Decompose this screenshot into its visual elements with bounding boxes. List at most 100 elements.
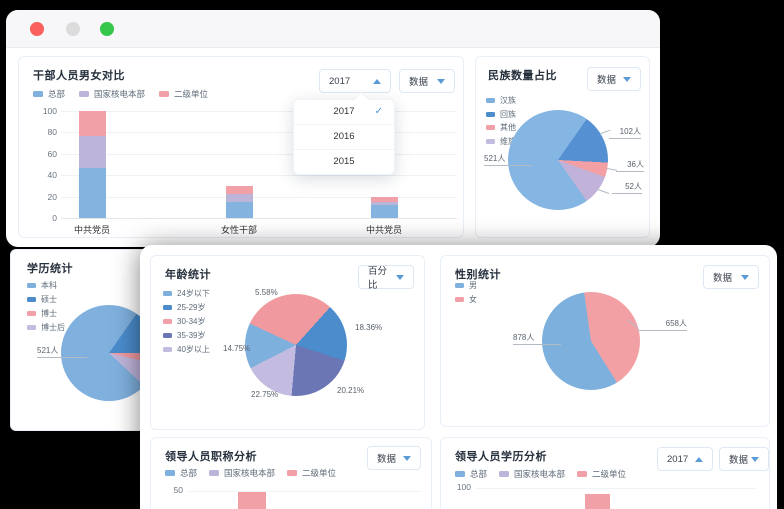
data-select-value: 数据 <box>713 273 733 284</box>
legend-swatch <box>163 333 172 338</box>
bar-legend: 总部 国家核电本部 二级单位 <box>455 468 626 480</box>
bar-legend: 总部 国家核电本部 二级单位 <box>165 467 336 479</box>
legend-item[interactable]: 国家核电本部 <box>79 88 145 100</box>
card-age: 年龄统计 百分比 24岁以下 25-29岁 30-34岁 35-39岁 40岁以… <box>150 255 425 430</box>
x-category: 中共党员 <box>73 225 110 235</box>
legend-item[interactable]: 总部 <box>455 468 487 480</box>
pie-value-label: 658人 <box>637 318 687 331</box>
data-select[interactable]: 数据 <box>367 446 421 470</box>
legend-item[interactable]: 博士 <box>27 308 65 319</box>
legend-swatch <box>486 98 495 103</box>
pie-legend: 24岁以下 25-29岁 30-34岁 35-39岁 40岁以上 <box>163 288 210 355</box>
legend-item[interactable]: 汉族 <box>486 95 516 106</box>
data-select[interactable]: 数据 <box>719 447 769 471</box>
legend-swatch <box>27 297 36 302</box>
year-select[interactable]: 2017 <box>319 69 391 93</box>
y-tick: 100 <box>456 482 471 492</box>
pie-value-label: 36人 <box>616 159 644 172</box>
legend-swatch <box>455 297 464 302</box>
data-select-value: 数据 <box>729 455 749 466</box>
legend-item[interactable]: 25-29岁 <box>163 302 210 313</box>
legend-swatch <box>163 347 172 352</box>
pie-value-label: 5.58% <box>255 288 278 297</box>
card-title: 民族数量占比 <box>488 70 557 82</box>
pie-value-label: 14.75% <box>223 344 251 353</box>
legend-item[interactable]: 博士后 <box>27 322 65 333</box>
legend-item[interactable]: 24岁以下 <box>163 288 210 299</box>
chevron-up-icon <box>373 78 381 84</box>
legend-item[interactable]: 总部 <box>33 88 65 100</box>
legend-swatch <box>27 325 36 330</box>
y-tick: 20 <box>47 192 57 202</box>
stacked-bar <box>79 111 106 218</box>
pie-legend: 汉族 回族 其他 维族 <box>486 95 516 147</box>
legend-item[interactable]: 硕士 <box>27 294 65 305</box>
card-title: 领导人员学历分析 <box>455 451 547 463</box>
dropdown-option-2016[interactable]: 2016 <box>294 124 394 149</box>
legend-item[interactable]: 男 <box>455 280 477 291</box>
y-tick: 60 <box>47 149 57 159</box>
window-titlebar <box>6 10 660 48</box>
pie-legend: 男 女 <box>455 280 477 305</box>
card-title: 领导人员职称分析 <box>165 451 257 463</box>
chevron-down-icon <box>396 274 404 280</box>
legend-item[interactable]: 30-34岁 <box>163 316 210 327</box>
bar-legend: 总部 国家核电本部 二级单位 <box>33 88 208 100</box>
card-title: 年龄统计 <box>165 269 211 281</box>
legend-swatch <box>163 291 172 296</box>
data-select-value: 数据 <box>377 454 397 465</box>
bar-segment <box>585 494 610 509</box>
legend-item[interactable]: 40岁以上 <box>163 344 210 355</box>
legend-swatch <box>287 470 298 476</box>
chevron-down-icon <box>437 78 445 84</box>
legend-item[interactable]: 国家核电本部 <box>209 467 275 479</box>
year-select[interactable]: 2017 <box>657 447 713 471</box>
minimize-window-icon[interactable] <box>66 22 80 36</box>
pie-value-label: 521人 <box>484 153 532 166</box>
unit-select-value: 百分比 <box>368 266 388 291</box>
pie-value-label: 52人 <box>612 181 642 194</box>
legend-item[interactable]: 二级单位 <box>577 468 626 480</box>
legend-swatch <box>33 91 43 97</box>
check-icon: ✓ <box>374 106 383 117</box>
legend-swatch <box>165 470 175 476</box>
data-select[interactable]: 数据 <box>703 265 759 289</box>
legend-item[interactable]: 国家核电本部 <box>499 468 565 480</box>
legend-swatch <box>163 319 172 324</box>
legend-item[interactable]: 维族 <box>486 136 516 147</box>
legend-swatch <box>455 471 465 477</box>
gender-pie-chart <box>542 292 640 390</box>
chevron-down-icon <box>403 455 411 461</box>
stacked-bar <box>226 185 253 218</box>
dropdown-option-2017[interactable]: 2017 ✓ <box>294 100 394 124</box>
bar-segment <box>238 492 266 509</box>
unit-select[interactable]: 百分比 <box>358 265 414 291</box>
data-select[interactable]: 数据 <box>587 67 641 91</box>
y-tick: 40 <box>47 170 57 180</box>
legend-item[interactable]: 35-39岁 <box>163 330 210 341</box>
data-select[interactable]: 数据 <box>399 69 455 93</box>
card-title: 干部人员男女对比 <box>33 70 125 82</box>
close-window-icon[interactable] <box>30 22 44 36</box>
legend-swatch <box>486 138 495 144</box>
legend-item[interactable]: 二级单位 <box>159 88 208 100</box>
card-title: 学历统计 <box>27 263 73 275</box>
card-title-analysis: 领导人员职称分析 数据 总部 国家核电本部 二级单位 50 <box>150 437 432 509</box>
legend-item[interactable]: 其他 <box>486 122 516 133</box>
legend-item[interactable]: 女 <box>455 294 477 305</box>
legend-item[interactable]: 本科 <box>27 280 65 291</box>
legend-item[interactable]: 总部 <box>165 467 197 479</box>
zoom-window-icon[interactable] <box>100 22 114 36</box>
legend-item[interactable]: 回族 <box>486 109 516 120</box>
dropdown-option-2015[interactable]: 2015 <box>294 149 394 174</box>
year-select-value: 2017 <box>329 75 351 87</box>
card-title: 性别统计 <box>455 269 501 281</box>
data-select-value: 数据 <box>409 77 429 88</box>
card-gender: 性别统计 数据 男 女 878人 658人 <box>440 255 770 427</box>
y-tick: 50 <box>173 485 183 495</box>
data-select-value: 数据 <box>597 75 617 86</box>
legend-swatch <box>159 91 170 97</box>
age-pie-chart <box>245 294 347 396</box>
legend-item[interactable]: 二级单位 <box>287 467 336 479</box>
stacked-bar <box>371 196 398 218</box>
